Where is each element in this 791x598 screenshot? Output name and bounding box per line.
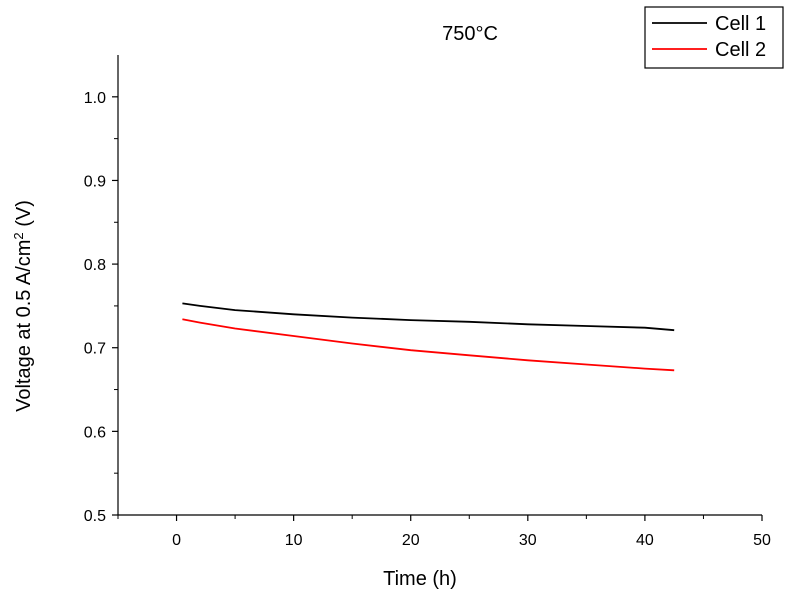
x-tick-label: 40 [636, 532, 654, 549]
y-tick-label: 0.5 [84, 508, 106, 525]
series-line-1 [182, 302, 675, 332]
series-line-2 [182, 318, 675, 372]
legend-label-cell-1: Cell 1 [715, 13, 766, 35]
x-axis: 0 10 20 30 40 50 [117, 515, 771, 549]
y-axis-title-unit: (V) [13, 200, 35, 232]
legend-label-cell-2: Cell 2 [715, 39, 766, 61]
x-tick-label: 20 [402, 532, 420, 549]
y-tick-label: 0.7 [84, 341, 106, 358]
x-tick-label: 30 [519, 532, 537, 549]
plot-frame [117, 55, 762, 516]
series-layer [182, 302, 675, 372]
y-tick-label: 0.9 [84, 173, 106, 190]
legend-box [644, 6, 784, 69]
y-axis-title-main: Voltage at 0.5 A/cm [13, 240, 35, 412]
x-tick-label: 0 [172, 532, 181, 549]
legend: Cell 1 Cell 2 [644, 6, 784, 69]
y-axis-title: Voltage at 0.5 A/cm2 (V) [11, 200, 36, 412]
x-axis-title: Time (h) [383, 568, 457, 590]
x-tick-label: 10 [285, 532, 303, 549]
x-tick-label: 50 [753, 532, 771, 549]
y-axis: 0.5 0.6 0.7 0.8 0.9 1.0 [84, 90, 118, 525]
y-tick-label: 0.8 [84, 257, 106, 274]
y-tick-label: 0.6 [84, 424, 106, 441]
chart-title: 750°C [442, 23, 498, 45]
y-tick-label: 1.0 [84, 90, 106, 107]
y-axis-title-superscript: 2 [11, 232, 26, 239]
